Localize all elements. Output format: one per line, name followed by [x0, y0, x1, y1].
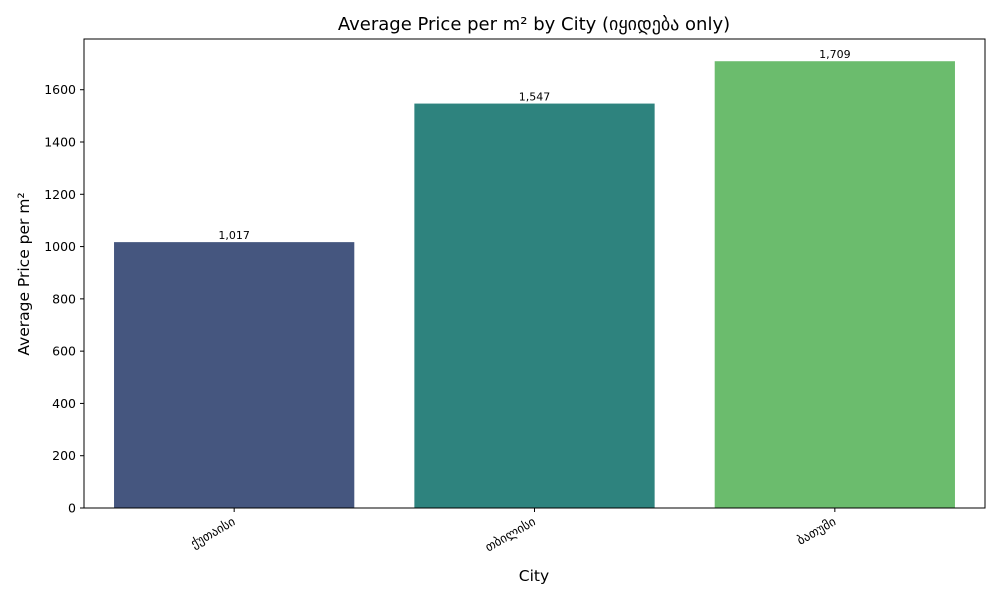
- y-tick-label: 1200: [44, 187, 76, 202]
- y-tick-label: 200: [52, 448, 76, 463]
- chart-title: Average Price per m² by City (იყიდება on…: [338, 14, 730, 35]
- y-tick-label: 1000: [44, 239, 76, 254]
- data-label: 1,017: [218, 229, 250, 242]
- bar: [714, 61, 955, 509]
- y-tick-label: 400: [52, 396, 76, 411]
- x-tick-label: ქუთაისი: [188, 514, 238, 551]
- data-label: 1,547: [519, 91, 551, 104]
- y-tick-label: 800: [52, 291, 76, 306]
- bar: [414, 103, 655, 509]
- x-tick-label: თბილისი: [482, 514, 538, 555]
- x-tick-label: ბათუმი: [794, 514, 838, 548]
- x-axis-title: City: [519, 567, 549, 585]
- plot-area: 1,017 ქუთაისი 1,547 თბილისი 1,709 ბათუმი 0 200 4…: [44, 38, 986, 555]
- y-tick-label: 0: [68, 501, 76, 516]
- y-tick-label: 600: [52, 344, 76, 359]
- plot-frame: [83, 38, 986, 509]
- y-tick-label: 1400: [44, 135, 76, 150]
- y-tick-label: 1600: [44, 82, 76, 97]
- bar: [114, 242, 355, 508]
- y-axis-title: Average Price per m²: [15, 192, 33, 355]
- data-label: 1,709: [819, 48, 851, 61]
